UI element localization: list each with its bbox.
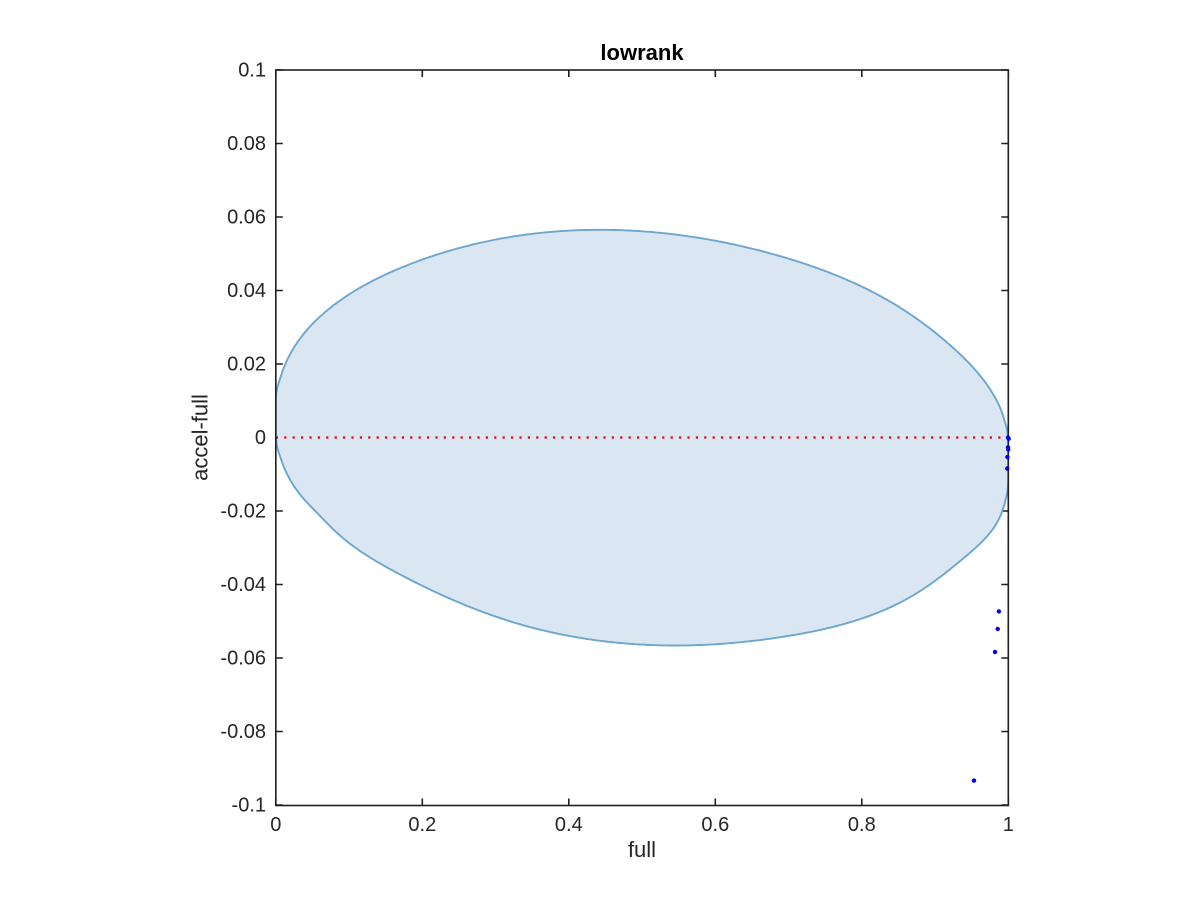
svg-text:0.6: 0.6 xyxy=(701,814,729,836)
svg-text:0.4: 0.4 xyxy=(555,814,583,836)
svg-text:0.02: 0.02 xyxy=(227,353,266,375)
svg-text:0.8: 0.8 xyxy=(848,814,876,836)
svg-text:1: 1 xyxy=(1003,814,1014,836)
svg-text:-0.06: -0.06 xyxy=(220,647,266,669)
svg-text:0.04: 0.04 xyxy=(227,280,266,302)
svg-text:full: full xyxy=(628,837,656,862)
svg-text:0: 0 xyxy=(255,427,266,449)
svg-text:-0.1: -0.1 xyxy=(232,794,266,816)
svg-text:lowrank: lowrank xyxy=(600,40,684,65)
svg-text:-0.08: -0.08 xyxy=(220,721,266,743)
svg-text:0.06: 0.06 xyxy=(227,206,266,228)
svg-text:-0.04: -0.04 xyxy=(220,574,266,596)
svg-text:0.2: 0.2 xyxy=(408,814,436,836)
svg-text:0.08: 0.08 xyxy=(227,133,266,155)
svg-text:0.1: 0.1 xyxy=(238,59,266,81)
svg-text:accel-full: accel-full xyxy=(188,394,213,481)
svg-text:0: 0 xyxy=(270,814,281,836)
svg-text:-0.02: -0.02 xyxy=(220,500,266,522)
